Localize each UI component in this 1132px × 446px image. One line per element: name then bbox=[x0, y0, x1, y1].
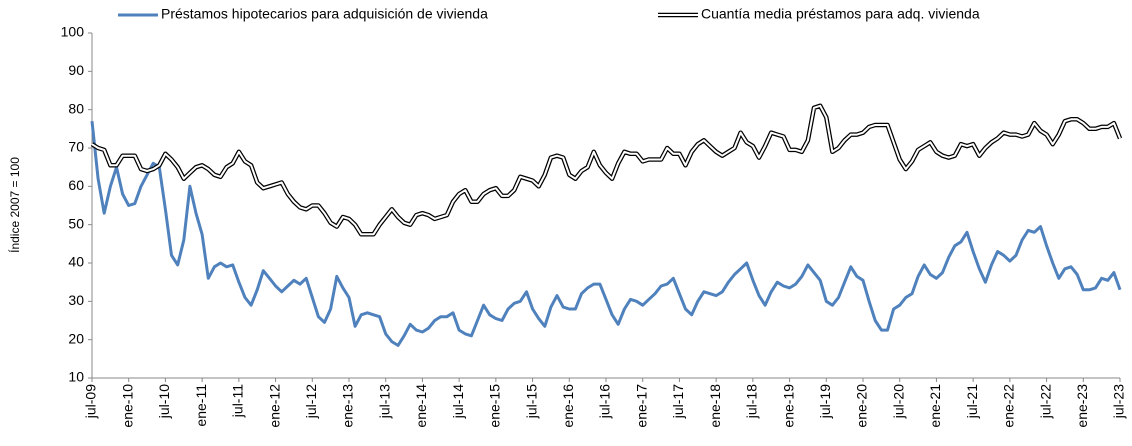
x-tick-label: jul-12 bbox=[303, 384, 319, 419]
y-tick-label: 50 bbox=[68, 215, 84, 231]
x-tick-label: ene-14 bbox=[413, 384, 429, 428]
x-tick-label: ene-22 bbox=[1001, 384, 1017, 428]
y-tick-label: 70 bbox=[68, 139, 84, 155]
x-tick-label: jul-13 bbox=[376, 384, 392, 419]
x-tick-label: ene-17 bbox=[633, 384, 649, 428]
x-tick-label: jul-10 bbox=[156, 384, 172, 419]
y-tick-label: 30 bbox=[68, 292, 84, 308]
x-tick-label: jul-09 bbox=[83, 384, 99, 419]
x-tick-label: ene-19 bbox=[780, 384, 796, 428]
y-tick-label: 10 bbox=[68, 369, 84, 385]
y-tick-label: 90 bbox=[68, 62, 84, 78]
y-tick-label: 80 bbox=[68, 100, 84, 116]
y-tick-label: 40 bbox=[68, 254, 84, 270]
y-tick-label: 100 bbox=[61, 24, 85, 40]
x-tick-label: ene-16 bbox=[560, 384, 576, 428]
x-tick-label: ene-15 bbox=[487, 384, 503, 428]
x-tick-label: jul-18 bbox=[744, 384, 760, 419]
x-tick-label: jul-22 bbox=[1037, 384, 1053, 419]
x-tick-label: jul-11 bbox=[230, 384, 246, 418]
x-tick-label: jul-20 bbox=[890, 384, 906, 419]
y-axis-title: Índice 2007 = 100 bbox=[7, 157, 22, 253]
x-tick-label: jul-21 bbox=[964, 384, 980, 419]
series-line bbox=[90, 103, 1123, 237]
y-tick-label: 60 bbox=[68, 177, 84, 193]
x-tick-label: jul-16 bbox=[597, 384, 613, 419]
x-tick-label: jul-19 bbox=[817, 384, 833, 419]
x-tick-label: ene-20 bbox=[854, 384, 870, 428]
x-tick-label: ene-23 bbox=[1074, 384, 1090, 428]
legend-label: Préstamos hipotecarios para adquisición … bbox=[161, 6, 488, 22]
x-tick-label: ene-11 bbox=[193, 384, 209, 427]
x-tick-label: jul-17 bbox=[670, 384, 686, 419]
x-tick-label: ene-10 bbox=[119, 384, 135, 428]
x-tick-label: ene-21 bbox=[927, 384, 943, 428]
legend-label: Cuantía media préstamos para adq. vivien… bbox=[701, 6, 980, 22]
x-tick-label: ene-18 bbox=[707, 384, 723, 428]
y-tick-label: 20 bbox=[68, 330, 84, 346]
x-tick-label: ene-12 bbox=[266, 384, 282, 428]
x-tick-label: jul-23 bbox=[1111, 384, 1127, 419]
series-line bbox=[90, 121, 1122, 347]
x-tick-label: ene-13 bbox=[340, 384, 356, 428]
x-tick-label: jul-15 bbox=[523, 384, 539, 419]
x-tick-label: jul-14 bbox=[450, 384, 466, 419]
series-line-core bbox=[91, 104, 1121, 236]
